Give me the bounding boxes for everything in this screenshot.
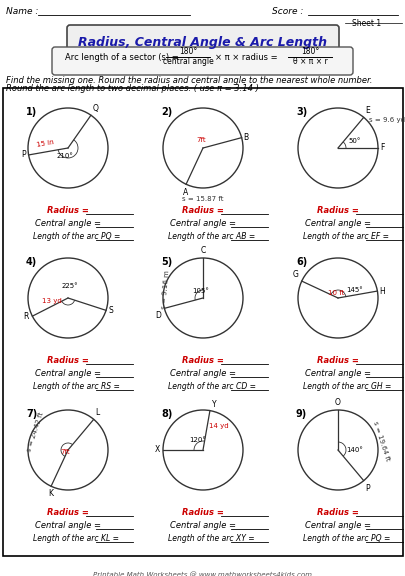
Text: G: G: [292, 270, 298, 279]
Text: P: P: [365, 484, 369, 492]
Text: 3): 3): [295, 107, 307, 117]
Text: Find the missing one. Round the radius and central angle to the nearest whole nu: Find the missing one. Round the radius a…: [6, 76, 371, 85]
Text: Length of the arc KL =: Length of the arc KL =: [33, 534, 119, 543]
Text: D: D: [155, 312, 161, 320]
Text: Length of the arc AB =: Length of the arc AB =: [168, 232, 255, 241]
Text: Radius =: Radius =: [316, 508, 358, 517]
Text: K: K: [49, 489, 53, 498]
Text: 105°: 105°: [192, 288, 209, 294]
Text: Length of the arc EF =: Length of the arc EF =: [302, 232, 388, 241]
Text: 8): 8): [161, 409, 172, 419]
Text: Central angle =: Central angle =: [170, 369, 235, 378]
Text: s = 15.87 ft: s = 15.87 ft: [182, 196, 223, 202]
Text: H: H: [378, 286, 384, 295]
Text: Score :: Score :: [271, 7, 303, 16]
Text: s = 9.6 yd: s = 9.6 yd: [368, 118, 404, 123]
Text: θ × π × r: θ × π × r: [292, 56, 326, 66]
Text: 10 ft: 10 ft: [327, 290, 343, 296]
Text: O: O: [334, 398, 340, 407]
Text: 210°: 210°: [56, 153, 73, 159]
Text: Y: Y: [211, 400, 216, 408]
Text: 4): 4): [26, 257, 37, 267]
Text: 7ft: 7ft: [196, 137, 205, 143]
Text: Length of the arc RS =: Length of the arc RS =: [33, 382, 119, 391]
Text: Radius =: Radius =: [181, 356, 224, 365]
Text: Central angle =: Central angle =: [35, 219, 101, 228]
Text: 6): 6): [295, 257, 307, 267]
Text: 9): 9): [295, 409, 307, 419]
Text: Central angle =: Central angle =: [170, 219, 235, 228]
Text: E: E: [365, 107, 369, 115]
Text: A: A: [182, 188, 187, 197]
Text: Radius =: Radius =: [47, 356, 89, 365]
Text: Central angle =: Central angle =: [304, 369, 370, 378]
Text: Round the arc length to two decimal places. ( use π = 3.14 ): Round the arc length to two decimal plac…: [6, 84, 258, 93]
Text: Radius =: Radius =: [47, 508, 89, 517]
Text: Sheet 1: Sheet 1: [351, 19, 380, 28]
Text: Radius =: Radius =: [316, 206, 358, 215]
Text: Radius =: Radius =: [316, 356, 358, 365]
Text: s = 24.42 ft: s = 24.42 ft: [26, 411, 44, 453]
Text: Length of the arc CD =: Length of the arc CD =: [168, 382, 256, 391]
Text: 145°: 145°: [345, 287, 362, 293]
Text: Length of the arc PQ =: Length of the arc PQ =: [302, 534, 390, 543]
Text: s = 9.16 m: s = 9.16 m: [161, 271, 170, 309]
Text: 15 in: 15 in: [36, 139, 54, 149]
Text: Arc length of a sector (s) =: Arc length of a sector (s) =: [65, 52, 178, 62]
Text: Name :: Name :: [6, 7, 38, 16]
Text: Central angle =: Central angle =: [304, 521, 370, 530]
Text: Length of the arc PQ =: Length of the arc PQ =: [33, 232, 120, 241]
Text: Central angle =: Central angle =: [170, 521, 235, 530]
Text: 140°: 140°: [345, 447, 362, 453]
Text: 14 yd: 14 yd: [209, 423, 228, 429]
FancyBboxPatch shape: [52, 47, 352, 75]
Text: 180°: 180°: [300, 47, 318, 56]
Text: 1): 1): [26, 107, 37, 117]
Text: Central angle =: Central angle =: [35, 369, 101, 378]
Text: 13 yd: 13 yd: [42, 298, 62, 304]
Text: Radius, Central Angle & Arc Length: Radius, Central Angle & Arc Length: [78, 36, 327, 49]
Text: S: S: [108, 306, 113, 315]
Text: F: F: [379, 143, 384, 153]
Text: Radius =: Radius =: [47, 206, 89, 215]
Text: 5): 5): [161, 257, 172, 267]
Text: X: X: [154, 445, 160, 454]
Text: 180°: 180°: [179, 47, 197, 56]
Text: Radius =: Radius =: [181, 206, 224, 215]
Text: Length of the arc XY =: Length of the arc XY =: [168, 534, 254, 543]
Text: Central angle =: Central angle =: [35, 521, 101, 530]
Text: C: C: [200, 246, 205, 255]
Text: Central angle =: Central angle =: [304, 219, 370, 228]
Text: 120°: 120°: [189, 437, 206, 443]
Text: Radius =: Radius =: [181, 508, 224, 517]
Text: 50°: 50°: [347, 138, 360, 144]
Text: s = 19.64 ft: s = 19.64 ft: [371, 420, 389, 461]
Text: 7ft: 7ft: [60, 449, 70, 455]
Text: Length of the arc GH =: Length of the arc GH =: [302, 382, 390, 391]
Text: 225°: 225°: [62, 283, 78, 289]
Text: B: B: [243, 133, 248, 142]
Text: R: R: [23, 312, 28, 321]
FancyBboxPatch shape: [67, 25, 338, 51]
Text: 7): 7): [26, 409, 37, 419]
Text: Printable Math Worksheets @ www.mathworksheets4kids.com: Printable Math Worksheets @ www.mathwork…: [93, 572, 312, 576]
Text: Q: Q: [93, 104, 98, 113]
Bar: [3, 88, 402, 556]
Text: central angle: central angle: [162, 56, 213, 66]
Text: L: L: [96, 408, 100, 418]
Text: P: P: [21, 150, 26, 160]
Text: × π × radius =: × π × radius =: [215, 52, 277, 62]
Text: 2): 2): [161, 107, 172, 117]
